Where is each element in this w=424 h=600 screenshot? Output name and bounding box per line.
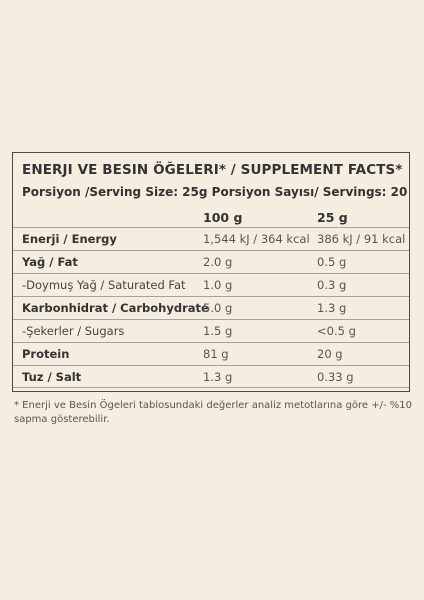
supplement-facts-panel: Enerji ve Besin Öğeleri* / Supplement Fa…: [12, 152, 410, 392]
value-25g: 0.3 g: [317, 278, 347, 292]
table-row-protein: Protein 81 g 20 g: [13, 342, 409, 365]
nutrition-table: Enerji / Energy 1,544 kJ / 364 kcal 386 …: [13, 227, 409, 388]
column-header-100g: 100 g: [203, 210, 243, 225]
serving-info: Porsiyon /Serving Size: 25g Porsiyon Say…: [22, 185, 408, 199]
value-25g: <0.5 g: [317, 324, 356, 338]
table-row-carbohydrate: Karbonhidrat / Carbohydrate 5.0 g 1.3 g: [13, 296, 409, 319]
row-label: Yağ / Fat: [22, 255, 78, 269]
table-row-sugars: -Şekerler / Sugars 1.5 g <0.5 g: [13, 319, 409, 342]
row-label: Tuz / Salt: [22, 370, 82, 384]
table-row-energy: Enerji / Energy 1,544 kJ / 364 kcal 386 …: [13, 227, 409, 250]
value-100g: 1.0 g: [203, 278, 233, 292]
value-25g: 1.3 g: [317, 301, 347, 315]
value-25g: 0.5 g: [317, 255, 347, 269]
column-header-25g: 25 g: [317, 210, 348, 225]
value-100g: 1.3 g: [203, 370, 233, 384]
panel-title: Enerji ve Besin Öğeleri* / Supplement Fa…: [22, 162, 403, 178]
value-100g: 5.0 g: [203, 301, 233, 315]
row-label: -Şekerler / Sugars: [22, 324, 125, 338]
value-25g: 20 g: [317, 347, 343, 361]
value-25g: 0.33 g: [317, 370, 354, 384]
value-25g: 386 kJ / 91 kcal: [317, 232, 406, 246]
table-row-saturated-fat: -Doymuş Yağ / Saturated Fat 1.0 g 0.3 g: [13, 273, 409, 296]
value-100g: 1,544 kJ / 364 kcal: [203, 232, 310, 246]
row-label: -Doymuş Yağ / Saturated Fat: [22, 278, 186, 292]
row-label: Protein: [22, 347, 70, 361]
table-row-fat: Yağ / Fat 2.0 g 0.5 g: [13, 250, 409, 273]
row-label: Enerji / Energy: [22, 232, 117, 246]
table-row-salt: Tuz / Salt 1.3 g 0.33 g: [13, 365, 409, 388]
value-100g: 81 g: [203, 347, 229, 361]
row-label: Karbonhidrat / Carbohydrate: [22, 301, 209, 315]
value-100g: 1.5 g: [203, 324, 233, 338]
value-100g: 2.0 g: [203, 255, 233, 269]
footnote: * Enerji ve Besin Ögeleri tablosundaki d…: [14, 400, 413, 425]
